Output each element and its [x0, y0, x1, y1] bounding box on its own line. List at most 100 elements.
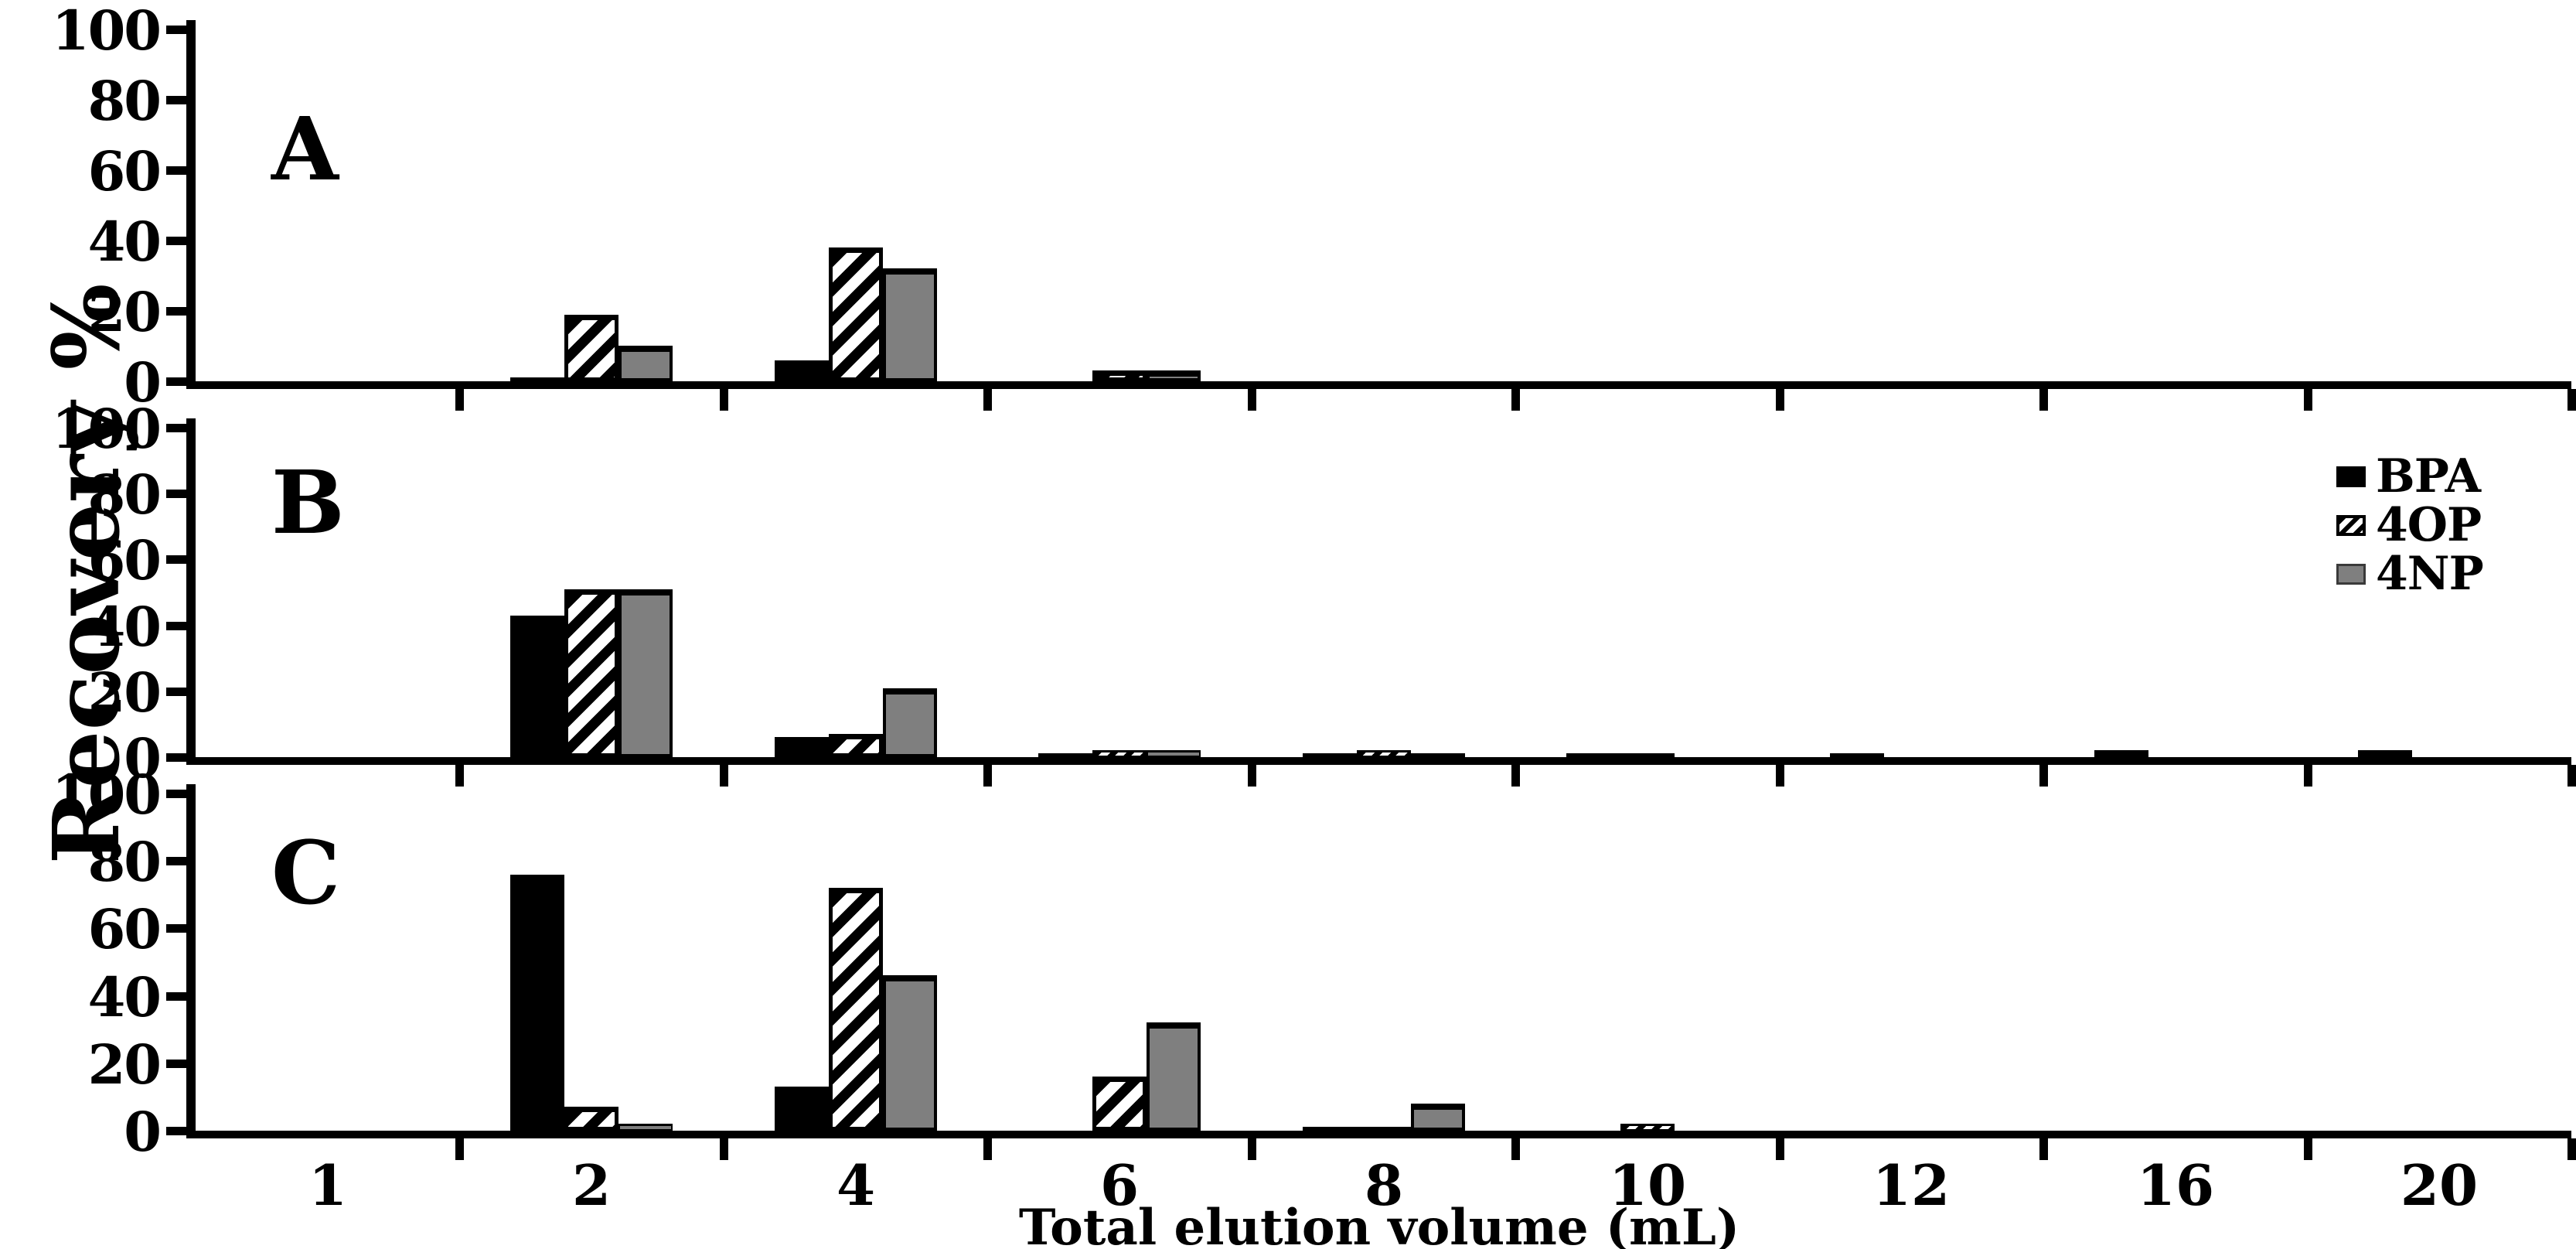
panel-a-xtick-4 — [1247, 389, 1256, 411]
panel-label-c: C — [271, 823, 341, 924]
panel-b-xtick-1 — [455, 765, 465, 787]
bar-c-4np-x6 — [1147, 1022, 1201, 1131]
panel-b-ytick-100 — [166, 424, 186, 432]
panel-a-ytick-20 — [166, 307, 186, 316]
panel-c-x-axis — [186, 1131, 2571, 1138]
panel-c-xtick-7 — [2039, 1138, 2049, 1160]
panel-b-xtick-4 — [1247, 765, 1256, 787]
bar-c-4np-x8 — [1411, 1104, 1465, 1131]
panel-b-ytick-label-60: 60 — [87, 528, 162, 593]
x-label-16: 16 — [2136, 1152, 2215, 1218]
panel-b-xtick-9 — [2567, 765, 2576, 787]
panel-a-ytick-label-40: 40 — [87, 210, 162, 274]
bar-b-4np-x6 — [1147, 750, 1201, 757]
panel-b-x-axis — [186, 757, 2571, 765]
bar-b-4np-x2 — [618, 589, 673, 757]
panel-a-xtick-8 — [2303, 389, 2312, 411]
panel-b-ytick-label-80: 80 — [87, 462, 162, 527]
bar-b-bpa-x4 — [775, 737, 829, 757]
bar-a-4np-x4 — [883, 268, 937, 381]
panel-a-xtick-5 — [1511, 389, 1521, 411]
panel-a-ytick-60 — [166, 166, 186, 175]
panel-b-xtick-8 — [2303, 765, 2312, 787]
panel-label-a: A — [271, 99, 339, 200]
bar-b-4op-x8 — [1357, 750, 1411, 757]
bar-b-4np-x8 — [1411, 753, 1465, 757]
panel-c-xtick-1 — [455, 1138, 465, 1160]
panel-c-ytick-label-100: 100 — [51, 763, 162, 827]
x-label-8: 8 — [1364, 1152, 1404, 1218]
bar-a-4op-x4 — [829, 247, 883, 381]
panel-b-xtick-6 — [1775, 765, 1784, 787]
panel-c-ytick-label-0: 0 — [124, 1100, 162, 1164]
bar-c-bpa-x8 — [1303, 1127, 1357, 1131]
panel-b-plot — [196, 428, 2571, 757]
bar-c-4op-x6 — [1092, 1077, 1147, 1131]
panel-c-plot — [196, 793, 2571, 1131]
panel-a-ytick-label-60: 60 — [87, 139, 162, 203]
panel-a-ytick-label-0: 0 — [124, 350, 162, 415]
panel-c-ytick-label-40: 40 — [87, 964, 162, 1029]
bar-c-bpa-x2 — [510, 875, 564, 1131]
panel-label-b: B — [271, 452, 345, 554]
panel-c-xtick-8 — [2303, 1138, 2312, 1160]
legend-marker-hatched-square-icon — [2336, 514, 2366, 536]
legend: BPA 4OP 4NP — [2336, 453, 2484, 604]
panel-c-ytick-20 — [166, 1059, 186, 1068]
panel-c-xtick-9 — [2567, 1138, 2576, 1160]
panel-a-xtick-3 — [983, 389, 993, 411]
bar-b-bpa-x20 — [2358, 750, 2412, 757]
panel-b-y-axis — [186, 418, 196, 765]
x-label-4: 4 — [836, 1152, 876, 1218]
panel-c-y-axis — [186, 784, 196, 1138]
panel-b-ytick-20 — [166, 687, 186, 696]
bar-b-4op-x2 — [564, 589, 618, 757]
legend-item-4op: 4OP — [2336, 502, 2483, 548]
bar-c-4np-x4 — [883, 975, 937, 1131]
x-label-1: 1 — [308, 1152, 348, 1218]
bar-c-4op-x10 — [1620, 1124, 1675, 1131]
bar-b-bpa-x16 — [2094, 750, 2148, 757]
legend-marker-black-square-icon — [2336, 466, 2366, 487]
panel-c-xtick-5 — [1511, 1138, 1521, 1160]
panel-b-ytick-60 — [166, 555, 186, 565]
legend-item-4np: 4NP — [2336, 551, 2484, 597]
legend-label-bpa: BPA — [2376, 449, 2481, 503]
panel-b-ytick-label-20: 20 — [87, 660, 162, 725]
bar-c-4np-x2 — [618, 1124, 673, 1131]
panel-c-ytick-60 — [166, 924, 186, 933]
panel-a-ytick-80 — [166, 96, 186, 104]
bar-c-4op-x8 — [1357, 1127, 1411, 1131]
panel-c-ytick-0 — [166, 1127, 186, 1135]
panel-c-ytick-label-80: 80 — [87, 830, 162, 895]
panel-a-ytick-40 — [166, 237, 186, 245]
panel-b-ytick-40 — [166, 621, 186, 630]
panel-c-ytick-80 — [166, 857, 186, 866]
x-axis-title: Total elution volume (mL) — [1018, 1199, 1740, 1249]
legend-item-bpa: BPA — [2336, 453, 2483, 500]
panel-a-ytick-100 — [166, 26, 186, 34]
panel-b-ytick-label-0: 0 — [124, 726, 162, 790]
panel-c-xtick-4 — [1247, 1138, 1256, 1160]
panel-b-ytick-0 — [166, 753, 186, 762]
panel-b-xtick-2 — [719, 765, 728, 787]
bar-a-4op-x6 — [1092, 370, 1147, 381]
panel-b-ytick-label-40: 40 — [87, 594, 162, 659]
legend-label-4np: 4NP — [2376, 547, 2484, 601]
panel-a-xtick-7 — [2039, 389, 2049, 411]
bar-b-4np-x4 — [883, 688, 937, 757]
bar-c-4op-x4 — [829, 888, 883, 1131]
bar-b-4op-x6 — [1092, 750, 1147, 757]
panel-c-ytick-100 — [166, 790, 186, 798]
bar-b-bpa-x10 — [1566, 753, 1620, 757]
panel-b-xtick-3 — [983, 765, 993, 787]
panel-a-ytick-label-80: 80 — [87, 69, 162, 133]
panel-a-x-axis — [186, 381, 2571, 389]
x-label-12: 12 — [1872, 1152, 1951, 1218]
panel-b-xtick-5 — [1511, 765, 1521, 787]
panel-a-ytick-label-100: 100 — [51, 0, 162, 63]
x-label-6: 6 — [1099, 1152, 1140, 1218]
legend-marker-gray-square-icon — [2336, 563, 2366, 585]
panel-a-xtick-2 — [719, 389, 728, 411]
bar-b-4op-x4 — [829, 734, 883, 757]
